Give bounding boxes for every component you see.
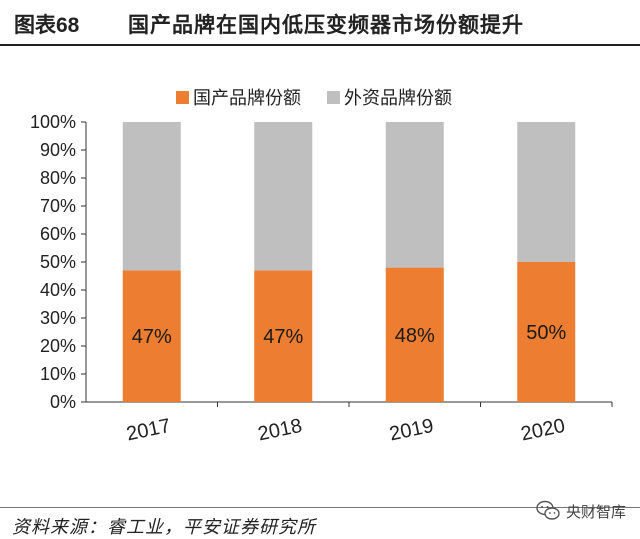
bar-domestic-2019 — [385, 267, 444, 402]
source-note: 资料来源：睿工业，平安证券研究所 — [12, 517, 316, 537]
x-tick-label: 2019 — [387, 415, 435, 446]
y-tick-label: 100% — [30, 112, 76, 132]
data-label: 48% — [395, 325, 435, 347]
chart-area: 0% 10% 20% 30% 40% 50% 60% 70% 80% 90% 100% 47% 2017… — [30, 88, 613, 446]
watermark-text: 央财智库 — [565, 503, 626, 521]
bar-foreign-2020 — [517, 122, 576, 262]
data-label: 50% — [526, 322, 566, 344]
wechat-icon — [536, 500, 560, 520]
x-tick-label: 2018 — [256, 415, 304, 446]
bar-domestic-2020 — [517, 262, 576, 402]
bar-foreign-2017 — [122, 122, 181, 271]
watermark: 央财智库 — [536, 500, 626, 522]
x-tick-label: 2020 — [519, 415, 567, 446]
x-tick-label: 2017 — [124, 415, 172, 446]
y-tick-label: 20% — [40, 336, 76, 356]
bar-foreign-2019 — [385, 122, 444, 268]
y-tick-label: 80% — [40, 168, 76, 188]
bar-domestic-2017 — [122, 270, 181, 402]
bar-domestic-2018 — [254, 270, 313, 402]
chart-title: 国产品牌在国内低压变频器市场份额提升 — [128, 14, 524, 37]
y-tick-label: 10% — [40, 364, 76, 384]
legend-swatch — [176, 91, 189, 104]
data-label: 47% — [132, 326, 172, 348]
bar-foreign-2018 — [254, 122, 313, 271]
y-tick-label: 60% — [40, 224, 76, 244]
y-tick-label: 30% — [40, 308, 76, 328]
y-tick-label: 40% — [40, 280, 76, 300]
legend-label: 国产品牌份额 — [193, 88, 301, 108]
data-label: 47% — [263, 326, 303, 348]
figure-header: 图表68 国产品牌在国内低压变频器市场份额提升 — [0, 0, 640, 46]
y-tick-label: 0% — [50, 392, 76, 412]
legend-label: 外资品牌份额 — [344, 88, 452, 108]
y-tick-label: 50% — [40, 252, 76, 272]
y-tick-label: 90% — [40, 140, 76, 160]
legend-swatch — [327, 91, 340, 104]
figure-label: 图表68 — [14, 14, 80, 37]
y-tick-label: 70% — [40, 196, 76, 216]
footer-divider — [0, 507, 640, 508]
